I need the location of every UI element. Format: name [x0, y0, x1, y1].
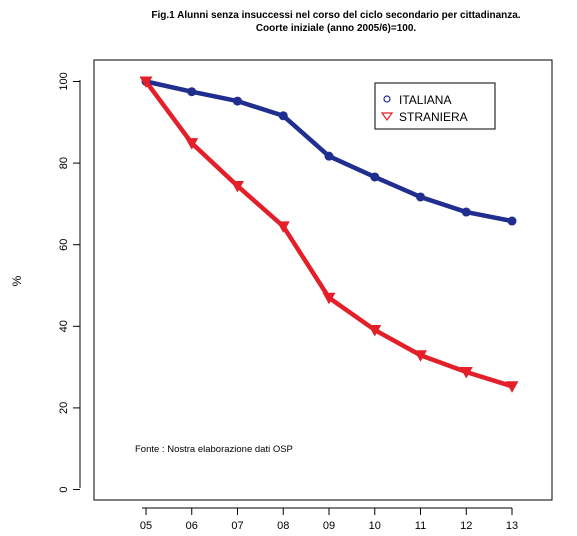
data-point-marker — [233, 96, 242, 106]
series-layer — [139, 76, 519, 393]
y-tick-label: 80 — [58, 157, 70, 169]
x-tick-label: 08 — [277, 520, 289, 532]
data-point-marker — [187, 87, 197, 97]
legend-label: STRANIERA — [399, 110, 468, 124]
data-point-marker — [324, 151, 334, 161]
legend-marker — [380, 112, 394, 122]
data-point-marker — [231, 180, 244, 193]
x-tick-label: 09 — [323, 520, 335, 532]
data-point-marker — [368, 324, 382, 337]
x-tick-label: 07 — [231, 520, 243, 532]
x-axis: 05 06 07 08 09 10 11 12 13 — [140, 507, 518, 532]
x-tick-label: 10 — [369, 520, 381, 532]
data-point-marker — [507, 216, 517, 226]
y-axis: 0 20 40 60 80 100 — [58, 72, 81, 493]
data-point-marker — [276, 221, 290, 233]
x-tick-label: 12 — [460, 520, 472, 532]
y-tick-label: 0 — [58, 486, 70, 492]
y-tick-label: 60 — [58, 239, 70, 251]
x-tick-label: 13 — [506, 520, 518, 532]
data-point-marker — [459, 366, 473, 379]
y-tick-label: 100 — [58, 72, 70, 90]
x-tick-label: 05 — [140, 520, 152, 532]
y-tick-label: 20 — [58, 402, 70, 414]
data-point-marker — [322, 292, 336, 305]
data-point-marker — [416, 192, 425, 202]
y-axis-label: % — [10, 275, 24, 286]
data-point-marker — [139, 76, 153, 88]
data-point-marker — [370, 172, 380, 182]
data-point-marker — [461, 207, 471, 217]
legend: ITALIANA STRANIERA — [374, 82, 496, 130]
data-point-marker — [414, 350, 427, 362]
source-note: Fonte : Nostra elaborazione dati OSP — [135, 444, 293, 455]
y-tick-label: 40 — [58, 320, 70, 332]
chart-subtitle: Coorte iniziale (anno 2005/6)=100. — [256, 23, 417, 34]
legend-label: ITALIANA — [399, 93, 451, 107]
data-point-marker — [278, 111, 288, 121]
plot-frame — [93, 59, 553, 501]
legend-marker — [383, 95, 391, 103]
data-point-marker — [505, 381, 519, 393]
chart-title: Fig.1 Alunni senza insuccessi nel corso … — [151, 10, 520, 21]
data-point-marker — [185, 138, 199, 150]
x-tick-label: 06 — [186, 520, 198, 532]
x-tick-label: 11 — [415, 520, 426, 532]
legend-items: ITALIANA STRANIERA — [380, 93, 468, 124]
legend-box — [374, 82, 496, 130]
